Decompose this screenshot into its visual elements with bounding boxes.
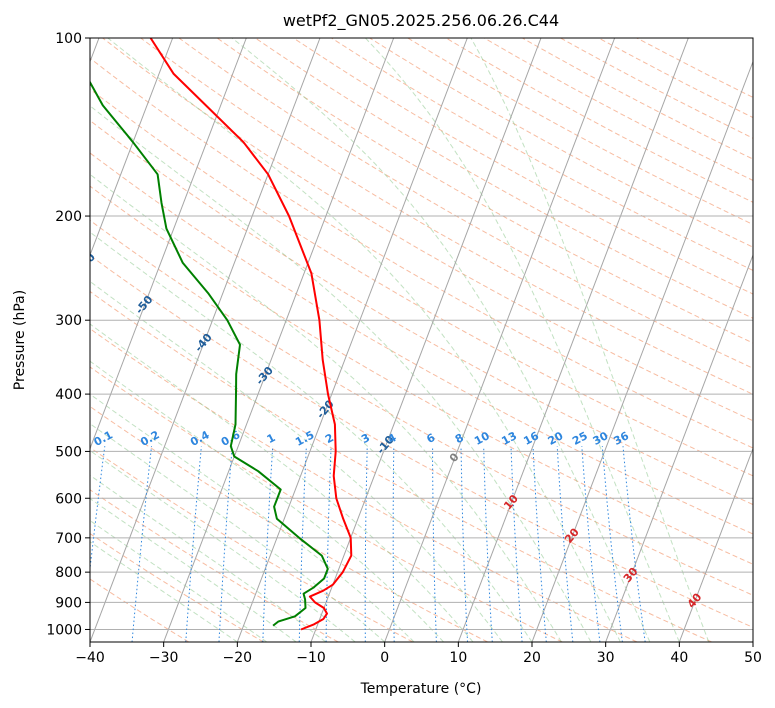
dry-adiabat (293, 38, 753, 295)
moist-adiabat (90, 541, 238, 642)
mixing-ratio-label: 20 (546, 429, 566, 448)
isotherm (90, 38, 321, 642)
dry-adiabat (178, 38, 753, 369)
x-axis-ticks: −40 −30 −20 −10 0 10 20 30 40 50 (75, 642, 762, 666)
dry-adiabat (90, 57, 753, 449)
dry-adiabat (90, 88, 753, 477)
mixing-ratio-line (622, 446, 646, 642)
isotherms (90, 38, 753, 642)
dry-adiabat (90, 119, 753, 506)
moist-adiabat (90, 173, 562, 642)
moist-adiabat (90, 519, 268, 642)
moist-adiabats (90, 38, 710, 642)
y-tick-label: 100 (55, 31, 82, 47)
moist-adiabat (470, 38, 710, 642)
isotherm (90, 38, 174, 257)
moist-adiabat (90, 360, 444, 642)
mixing-ratio-line (581, 446, 601, 642)
x-tick-label: 10 (449, 650, 467, 666)
mixing-ratio-label: 30 (591, 429, 611, 448)
x-axis-label: Temperature (°C) (360, 681, 482, 697)
mixing-ratio-lines (90, 446, 646, 642)
isotherm (90, 38, 247, 450)
isotherm-label: -60 (75, 250, 98, 274)
dry-adiabat (90, 366, 563, 642)
x-tick-label: −40 (75, 650, 105, 666)
moist-adiabat (90, 323, 474, 642)
profile-series (90, 38, 353, 631)
x-tick-label: 50 (744, 650, 762, 666)
moist-adiabat (90, 449, 356, 642)
dry-adiabat (90, 290, 712, 642)
isotherm (457, 38, 689, 642)
mixing-ratio-label: 10 (472, 429, 492, 448)
y-tick-label: 600 (55, 491, 82, 507)
dry-adiabat (90, 328, 638, 642)
plot-frame (89, 37, 754, 643)
x-tick-label: −30 (149, 650, 179, 666)
y-tick-label: 1000 (46, 622, 82, 638)
mixing-ratio-line (556, 446, 574, 642)
dry-adiabat (216, 38, 753, 344)
dry-adiabat (369, 38, 753, 248)
y-tick-label: 900 (55, 595, 82, 611)
isotherm (236, 38, 468, 642)
dry-adiabat (90, 446, 414, 642)
chart-title: wetPf2_GN05.2025.256.06.26.C44 (283, 11, 559, 31)
mixing-ratio-line (601, 446, 623, 642)
mixing-ratio-label: 16 (521, 429, 541, 448)
y-tick-label: 800 (55, 565, 82, 581)
dry-adiabat (90, 219, 753, 596)
y-tick-label: 200 (55, 209, 82, 225)
isotherm (163, 38, 395, 642)
moist-adiabat (90, 231, 533, 642)
isotherm (531, 60, 753, 642)
isotherm (678, 447, 753, 642)
y-tick-label: 500 (55, 444, 82, 460)
x-tick-label: −10 (296, 650, 326, 666)
isotherm (384, 38, 616, 642)
dry-adiabats (90, 38, 753, 642)
x-tick-label: 0 (380, 650, 389, 666)
dry-adiabat (254, 38, 753, 319)
dry-adiabat (90, 152, 753, 535)
plot-area: -100-90-80-70-60-50-40-30-20-10010203040… (75, 38, 753, 642)
dewpoint-profile-line (90, 80, 329, 627)
mixing-ratio-label: 13 (499, 429, 519, 448)
y-tick-label: 700 (55, 531, 82, 547)
mixing-ratio-line (90, 446, 106, 573)
mixing-ratio-label: 25 (570, 429, 590, 448)
dry-adiabat (90, 254, 753, 628)
moist-adiabat (90, 393, 415, 642)
y-tick-label: 300 (55, 313, 82, 329)
pressure-gridlines (90, 38, 753, 630)
mixing-ratio-label: 36 (611, 429, 631, 448)
y-axis-label: Pressure (hPa) (12, 290, 28, 390)
isotherm (605, 253, 753, 642)
dry-adiabat (407, 38, 753, 226)
x-tick-label: 20 (523, 650, 541, 666)
temperature-profile-line (149, 38, 353, 631)
y-tick-label: 400 (55, 387, 82, 403)
moist-adiabat (90, 280, 503, 642)
isotherm (310, 38, 542, 642)
dry-adiabat (140, 38, 753, 395)
x-tick-label: 30 (597, 650, 615, 666)
moist-adiabat (90, 105, 592, 642)
x-tick-label: −20 (223, 650, 253, 666)
y-axis-ticks: 100 200 300 400 500 600 700 800 900 1000 (46, 31, 90, 638)
x-tick-label: 40 (670, 650, 688, 666)
dry-adiabat (102, 38, 753, 422)
dry-adiabat (445, 38, 753, 203)
dry-adiabat (522, 38, 753, 160)
mixing-ratio-line (131, 446, 152, 642)
moist-adiabat (107, 38, 621, 642)
mixing-ratio-labels: 0.1 0.2 0.4 0.6 1 1.5 2 3 4 6 8 10 13 16 20 25 30 36 (92, 428, 632, 449)
moist-adiabat (231, 38, 651, 642)
